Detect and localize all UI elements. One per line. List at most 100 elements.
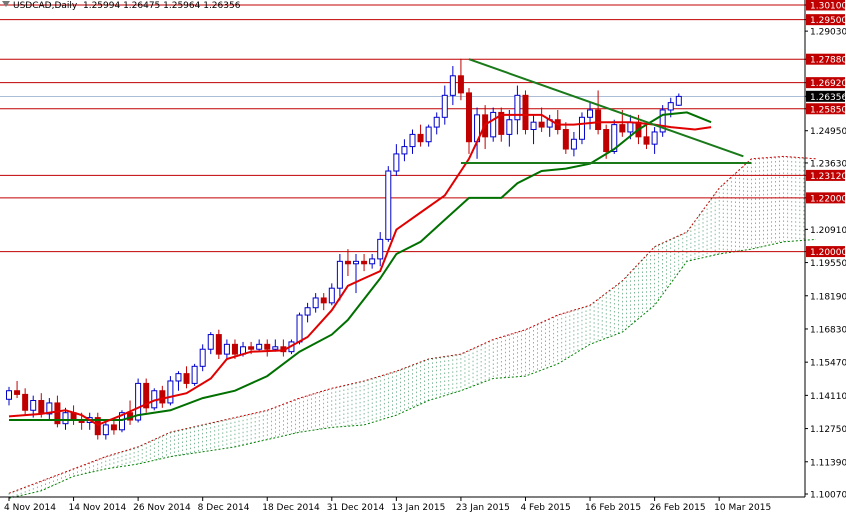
- y-tick-label: 1.30100: [810, 2, 846, 12]
- y-tick-label: 1.25850: [810, 105, 846, 115]
- candle-body: [256, 343, 263, 350]
- y-tick-label: 1.26356: [810, 93, 846, 103]
- candle-body: [401, 146, 408, 155]
- level-badge: [806, 77, 845, 89]
- candle-body: [118, 412, 125, 431]
- candle-body: [159, 390, 166, 404]
- candle-body: [498, 111, 505, 135]
- candle-body: [522, 94, 529, 131]
- y-tick-label: 1.12750: [810, 425, 846, 435]
- candle-body: [377, 238, 384, 260]
- level-badge: [806, 192, 845, 204]
- candle-body: [296, 314, 303, 343]
- trendlines: [460, 58, 752, 164]
- x-tick-label: 23 Jan 2015: [456, 503, 510, 513]
- y-tick-label: 1.14110: [810, 392, 846, 402]
- y-tick-label: 1.23120: [810, 172, 846, 182]
- y-tick-label: 1.15470: [810, 359, 846, 369]
- candle-body: [264, 343, 271, 350]
- y-tick-label: 1.22000: [810, 194, 846, 204]
- candle-body: [578, 116, 585, 140]
- candle-body: [570, 138, 577, 150]
- trendline: [468, 58, 744, 158]
- candle-body: [506, 119, 513, 135]
- candle-body: [199, 348, 206, 367]
- candle-body: [94, 417, 101, 436]
- symbol-label: USDCAD,Daily: [13, 1, 78, 11]
- candle-body: [110, 424, 117, 431]
- dropdown-icon[interactable]: [2, 1, 10, 7]
- candles: [6, 58, 682, 440]
- candle-body: [393, 153, 400, 172]
- x-tick-label: 10 Mar 2015: [714, 503, 771, 513]
- x-tick-label: 26 Nov 2014: [133, 503, 191, 513]
- cloud-span-a: [8, 155, 817, 494]
- candle-body: [417, 133, 424, 143]
- chart-header: USDCAD,Daily 1.25994 1.26475 1.25964 1.2…: [2, 1, 240, 11]
- x-tick-label: 31 Dec 2014: [327, 503, 385, 513]
- tenkan-line: [8, 113, 712, 427]
- candle-body: [272, 346, 279, 350]
- candle-body: [675, 95, 682, 106]
- y-tick-label: 1.20910: [810, 226, 846, 236]
- y-tick-label: 1.29500: [810, 16, 846, 26]
- candle-body: [223, 343, 230, 355]
- x-tick-label: 14 Nov 2014: [69, 503, 127, 513]
- candle-body: [30, 399, 37, 411]
- x-tick-label: 4 Feb 2015: [520, 503, 570, 513]
- y-tick-label: 1.10070: [810, 491, 846, 501]
- y-tick-label: 1.11390: [810, 458, 846, 468]
- indicator-lines: [8, 111, 712, 427]
- candle-body: [361, 260, 368, 265]
- candle-body: [369, 258, 376, 265]
- candle-body: [328, 287, 335, 304]
- candle-body: [385, 170, 392, 240]
- candle-body: [595, 109, 602, 131]
- candle-body: [457, 75, 464, 94]
- x-tick-label: 8 Dec 2014: [198, 503, 250, 513]
- y-tick-label: 1.20000: [810, 248, 846, 258]
- candle-body: [433, 116, 440, 128]
- y-tick-label: 1.27880: [810, 56, 846, 66]
- cloud-span-b: [8, 238, 817, 499]
- candle-body: [38, 399, 45, 415]
- candle-body: [135, 382, 142, 421]
- candle-body: [54, 402, 61, 425]
- candle-body: [6, 390, 12, 400]
- x-tick-label: 4 Nov 2014: [4, 503, 56, 513]
- x-tick-label: 26 Feb 2015: [650, 503, 706, 513]
- candle-body: [643, 136, 650, 145]
- candle-body: [659, 109, 666, 133]
- level-badge: [806, 0, 845, 11]
- candle-body: [562, 129, 569, 150]
- price-axis: 1.30100 1.29500 1.29030 1.27880 1.26920 1.263…: [805, 0, 846, 501]
- level-badge: [806, 14, 845, 26]
- candle-body: [207, 334, 214, 350]
- candle-body: [465, 92, 472, 143]
- candle-body: [231, 343, 238, 355]
- candle-body: [62, 412, 69, 425]
- candle-body: [449, 75, 456, 96]
- candle-body: [651, 131, 658, 145]
- candle-body: [627, 121, 634, 133]
- x-tick-label: 16 Feb 2015: [585, 503, 641, 513]
- candle-body: [490, 111, 497, 138]
- y-tick-label: 1.26920: [810, 79, 846, 89]
- candle-body: [304, 307, 311, 316]
- candle-body: [191, 365, 198, 384]
- ichimoku-cloud: [8, 155, 817, 499]
- candle-body: [587, 109, 594, 118]
- candle-body: [667, 102, 674, 111]
- candle-body: [320, 297, 327, 304]
- candle-body: [344, 260, 351, 265]
- candle-body: [14, 390, 21, 395]
- level-badge: [806, 246, 845, 258]
- candle-body: [167, 380, 174, 404]
- x-tick-label: 13 Jan 2015: [391, 503, 445, 513]
- y-tick-label: 1.19550: [810, 259, 846, 269]
- y-tick-label: 1.24950: [810, 127, 846, 137]
- candle-body: [143, 382, 150, 409]
- candle-body: [409, 133, 416, 148]
